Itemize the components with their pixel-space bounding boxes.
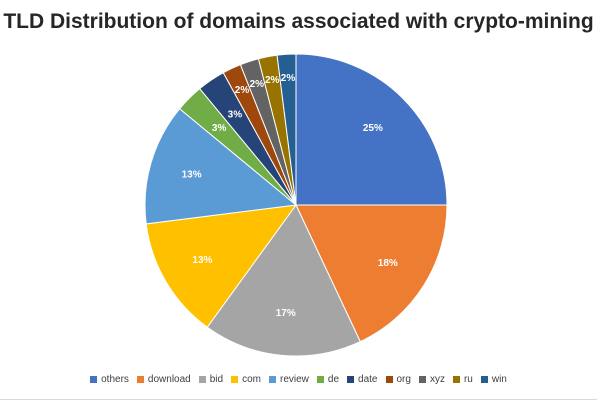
legend-swatch (198, 376, 206, 383)
legend-label: de (327, 374, 340, 385)
legend-swatch (231, 376, 239, 383)
legend-item-bid: bid (198, 374, 224, 385)
legend-label: others (101, 374, 129, 385)
pie-slice-com (145, 204, 298, 328)
legend-label: org (396, 374, 411, 385)
legend-swatch (347, 376, 355, 383)
data-label-xyz: 2% (250, 79, 265, 90)
data-label-de: 3% (212, 123, 227, 134)
legend-label: com (242, 374, 261, 385)
chart-legend: others download bid com review de date org xyz ru… (0, 374, 597, 385)
data-label-ru: 2% (265, 75, 280, 86)
legend-swatch (136, 376, 144, 383)
legend-item-com: com (231, 374, 261, 385)
legend-swatch (90, 376, 98, 383)
legend-swatch (385, 376, 393, 383)
legend-item-org: org (385, 374, 411, 385)
legend-swatch (316, 376, 324, 383)
data-label-download: 18% (378, 258, 398, 269)
legend-item-review: review (269, 374, 309, 385)
legend-label: review (280, 374, 309, 385)
data-label-com: 13% (192, 255, 212, 266)
legend-swatch (480, 376, 488, 383)
pie-slice-bid (206, 204, 361, 357)
data-label-others: 25% (363, 123, 383, 134)
chart-title: TLD Distribution of domains associated w… (3, 10, 594, 33)
data-label-review: 13% (182, 169, 202, 180)
legend-label: xyz (429, 374, 445, 385)
pie-slice-review (144, 108, 298, 225)
data-label-date: 3% (228, 110, 243, 121)
bottom-divider (0, 399, 597, 400)
legend-item-ru: ru (452, 374, 473, 385)
legend-item-de: de (316, 374, 340, 385)
legend-label: date (358, 374, 378, 385)
legend-item-others: others (90, 374, 129, 385)
legend-label: bid (209, 374, 224, 385)
pie-slice-win (276, 53, 297, 206)
pie-data-labels: 25%18%17%13%13%3%3%2%2% 2% 2% (182, 73, 398, 319)
legend-swatch (269, 376, 276, 383)
data-label-bid: 17% (276, 308, 296, 319)
legend-swatch (418, 376, 426, 383)
legend-item-download: download (136, 374, 191, 385)
legend-item-win: win (480, 374, 507, 385)
pie-slice-download (295, 204, 448, 343)
legend-swatch (452, 376, 460, 383)
legend-item-xyz: xyz (418, 374, 445, 385)
legend-item-date: date (347, 374, 378, 385)
legend-label: ru (463, 374, 473, 385)
data-label-win: 2% (281, 73, 296, 84)
pie-slices (144, 53, 448, 357)
legend-label: download (147, 374, 191, 385)
data-label-org: 2% (235, 85, 250, 96)
legend-label: win (491, 374, 507, 385)
pie-slice-others (295, 53, 448, 206)
